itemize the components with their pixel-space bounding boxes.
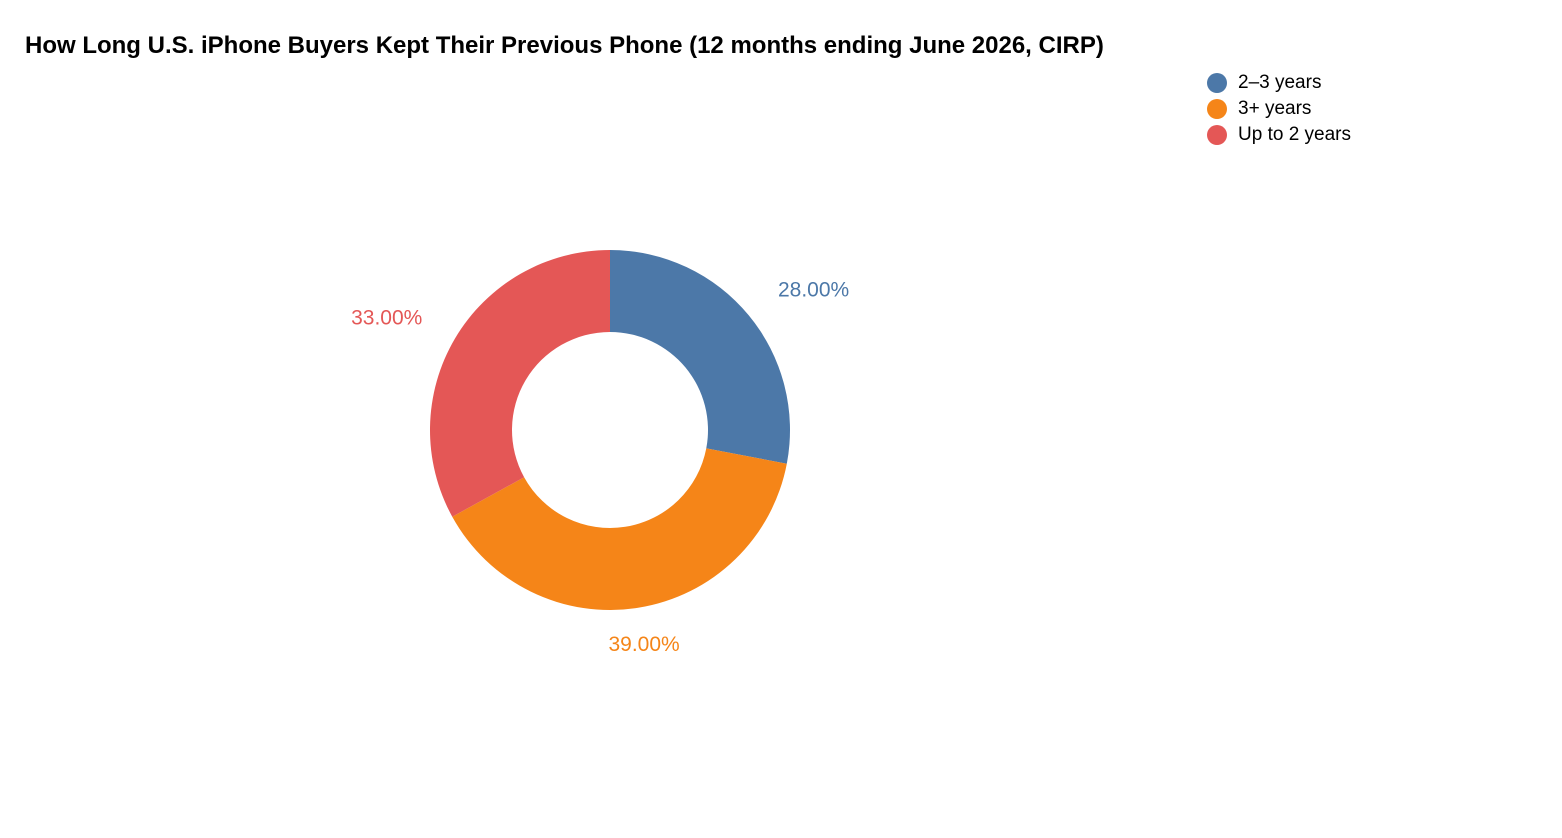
- slice-label-2-3-years: 28.00%: [778, 279, 849, 302]
- legend-item-2-3-years: 2–3 years: [1207, 70, 1351, 96]
- slice-labels: 28.00% 39.00% 33.00%: [351, 279, 849, 656]
- legend-swatch-up-to-2-years: [1207, 125, 1227, 145]
- legend-item-up-to-2-years: Up to 2 years: [1207, 122, 1351, 148]
- legend-label-up-to-2-years: Up to 2 years: [1238, 124, 1351, 145]
- legend-item-3-plus-years: 3+ years: [1207, 96, 1351, 122]
- donut-slices: [429, 250, 790, 610]
- legend-label-2-3-years: 2–3 years: [1238, 72, 1322, 93]
- chart-title: How Long U.S. iPhone Buyers Kept Their P…: [25, 32, 1104, 59]
- slice-label-up-to-2-years: 33.00%: [351, 307, 422, 330]
- slice-up-to-2-years: [429, 250, 610, 517]
- slice-label-3-plus-years: 39.00%: [608, 633, 679, 656]
- slice-3-plus-years: [452, 448, 787, 610]
- slice-2-3-years: [610, 250, 790, 464]
- legend: 2–3 years 3+ years Up to 2 years: [1207, 70, 1351, 148]
- legend-label-3-plus-years: 3+ years: [1238, 98, 1312, 119]
- legend-swatch-2-3-years: [1207, 73, 1227, 93]
- legend-swatch-3-plus-years: [1207, 99, 1227, 119]
